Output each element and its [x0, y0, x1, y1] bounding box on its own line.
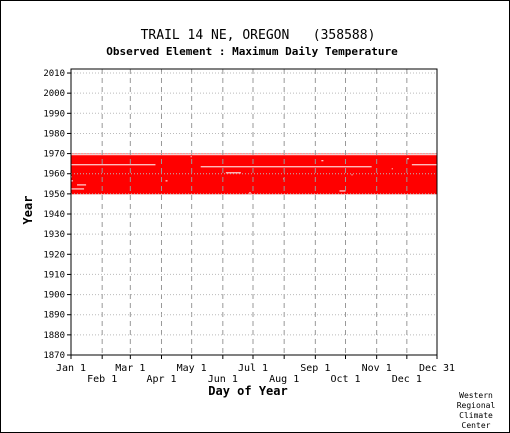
- y-tick-label: 1880: [43, 331, 65, 341]
- x-tick-label: Nov 1: [362, 363, 392, 374]
- data-layer: [71, 153, 437, 195]
- x-tick-label: Apr 1: [146, 374, 176, 385]
- data-gap: [283, 178, 285, 180]
- data-gap: [71, 164, 156, 166]
- credit-line: Center: [462, 421, 491, 430]
- y-tick-label: 1980: [43, 129, 65, 139]
- y-tick-label: 1960: [43, 170, 65, 180]
- x-tick-label: May 1: [177, 363, 207, 374]
- y-tick-label: 1950: [43, 190, 65, 200]
- x-tick-label: Oct 1: [330, 374, 360, 385]
- data-gap: [77, 184, 87, 186]
- x-tick-label: Dec 31: [419, 363, 455, 374]
- data-gap: [200, 166, 372, 168]
- data-row: [71, 177, 437, 181]
- data-gap: [411, 164, 437, 166]
- data-row: [71, 159, 437, 163]
- credit-line: Western: [459, 391, 493, 400]
- chart-subtitle: Observed Element : Maximum Daily Tempera…: [106, 45, 398, 58]
- x-tick-label: Sep 1: [300, 363, 330, 374]
- x-axis-label: Day of Year: [208, 384, 287, 398]
- x-tick-label: Feb 1: [87, 374, 117, 385]
- y-tick-label: 2010: [43, 69, 65, 79]
- data-row: [71, 161, 437, 165]
- x-tick-label: Jun 1: [208, 374, 238, 385]
- data-row: [71, 189, 437, 193]
- y-tick-label: 1920: [43, 250, 65, 260]
- data-row: [71, 183, 437, 187]
- data-row: [71, 179, 437, 183]
- data-row: [71, 171, 437, 175]
- data-row: [71, 185, 437, 189]
- data-row: [71, 175, 437, 179]
- data-gap: [190, 156, 192, 158]
- y-tick-label: 1910: [43, 270, 65, 280]
- y-tick-label: 1940: [43, 210, 65, 220]
- data-gap: [225, 172, 241, 174]
- x-tick-label: Mar 1: [115, 363, 145, 374]
- y-tick-label: 1870: [43, 351, 65, 361]
- y-axis-label: Year: [21, 196, 35, 225]
- data-gap: [71, 188, 85, 190]
- axis-layer: 1870 1880 1890 1900 1910 1920 1930 1940 1950 1960…: [43, 68, 455, 385]
- y-tick-label: 1900: [43, 291, 65, 301]
- data-row: [71, 167, 437, 171]
- data-gap: [71, 176, 73, 178]
- plot-background: [71, 69, 437, 355]
- data-gap: [391, 168, 393, 170]
- credit-line: Regional: [457, 401, 496, 410]
- data-row: [71, 155, 437, 159]
- y-tick-label: 2000: [43, 89, 65, 99]
- credit-line: Climate: [459, 411, 493, 420]
- x-tick-label: Jul 1: [238, 363, 268, 374]
- plot-area: [71, 69, 437, 355]
- credit-block: Western Regional Climate Center: [457, 391, 496, 430]
- data-row: [71, 181, 437, 185]
- x-tick-label: Dec 1: [392, 374, 422, 385]
- data-row: [71, 173, 437, 177]
- data-row: [71, 191, 437, 195]
- data-row: [71, 169, 437, 173]
- x-tick-label: Jan 1: [56, 363, 86, 374]
- data-gap: [351, 174, 353, 176]
- y-tick-label: 1970: [43, 150, 65, 160]
- y-tick-label: 1890: [43, 311, 65, 321]
- y-tick-label: 1990: [43, 109, 65, 119]
- data-gap: [248, 192, 251, 194]
- data-row: [71, 157, 437, 161]
- data-row: [71, 187, 437, 191]
- data-gap: [406, 158, 409, 160]
- x-tick-label: Aug 1: [269, 374, 299, 385]
- chart-title: TRAIL 14 NE, OREGON (358588): [141, 28, 376, 43]
- data-row: [71, 163, 437, 167]
- data-gap: [71, 180, 74, 182]
- y-tick-label: 1930: [43, 230, 65, 240]
- data-gap: [71, 154, 437, 156]
- plot-border: [70, 68, 438, 356]
- data-gap: [165, 180, 168, 182]
- data-gap: [321, 160, 324, 162]
- data-gap: [339, 190, 346, 192]
